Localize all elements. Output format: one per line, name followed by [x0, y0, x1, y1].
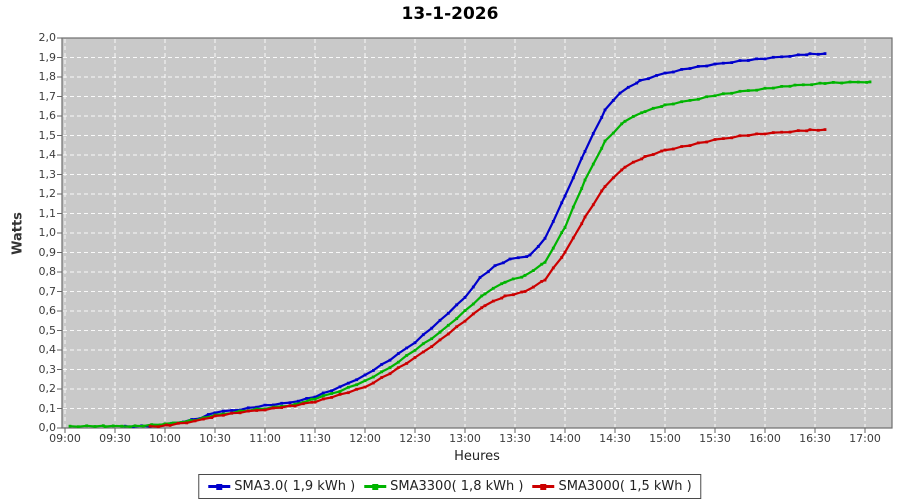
legend-marker-icon	[372, 483, 379, 490]
x-tick-label: 16:30	[799, 432, 831, 445]
y-tick-label: 0,0	[38, 421, 57, 434]
x-tick-label: 14:30	[599, 432, 631, 445]
x-tick-label: 12:00	[349, 432, 381, 445]
y-tick-label: 0,6	[38, 304, 57, 317]
legend-item-sma3000: SMA3000( 1,5 kWh )	[532, 479, 692, 494]
x-tick-label: 11:00	[249, 432, 281, 445]
y-tick-label: 1,5	[38, 128, 57, 142]
y-tick-label: 1,2	[38, 187, 57, 200]
legend-item-sma3300: SMA3300( 1,8 kWh )	[364, 479, 523, 494]
legend-item-sma3-0: SMA3.0( 1,9 kWh )	[208, 479, 355, 494]
legend-marker-icon	[216, 483, 223, 490]
legend-label: SMA3300( 1,8 kWh )	[390, 479, 524, 494]
y-tick-label: 0,4	[38, 343, 57, 356]
y-tick-label: 1,3	[38, 167, 57, 181]
y-tick-label: 1,1	[38, 206, 57, 220]
y-tick-label: 1,8	[38, 70, 57, 83]
y-tick-label: 1,7	[38, 89, 57, 103]
legend-label: SMA3000( 1,5 kWh )	[558, 479, 692, 494]
series-line	[148, 128, 827, 428]
legend-marker-icon	[540, 483, 547, 490]
legend: SMA3.0( 1,9 kWh ) SMA3300( 1,8 kWh ) SMA…	[198, 474, 702, 499]
y-tick-label: 0,1	[38, 401, 57, 415]
legend-line-sample-blue	[208, 483, 231, 490]
legend-line-sample-green	[364, 483, 387, 490]
x-tick-label: 14:00	[549, 432, 581, 445]
y-axis-title: Watts	[10, 212, 26, 255]
y-tick-label: 0,3	[38, 362, 57, 376]
legend-label: SMA3.0( 1,9 kWh )	[234, 479, 356, 494]
x-tick-label: 16:00	[749, 432, 781, 445]
x-tick-label: 09:30	[99, 432, 131, 445]
y-tick-label: 1,4	[38, 148, 57, 161]
x-tick-label: 15:00	[649, 432, 681, 445]
x-tick-label: 10:30	[199, 432, 231, 445]
y-tick-label: 1,6	[38, 109, 57, 122]
y-tick-label: 2,0	[38, 31, 57, 44]
y-tick-label: 0,8	[38, 265, 57, 278]
x-tick-label: 17:00	[849, 432, 881, 445]
x-tick-label: 13:00	[449, 432, 481, 445]
y-tick-label: 0,2	[38, 382, 57, 395]
y-tick-label: 1,9	[38, 50, 57, 64]
x-tick-label: 10:00	[149, 432, 181, 445]
x-tick-label: 11:30	[299, 432, 331, 445]
y-tick-label: 0,5	[38, 323, 57, 337]
y-tick-label: 0,7	[38, 284, 57, 298]
x-tick-label: 13:30	[499, 432, 531, 445]
x-tick-label: 09:00	[49, 432, 81, 445]
x-axis-title: Heures	[454, 449, 500, 464]
legend-line-sample-red	[532, 483, 555, 490]
x-tick-label: 15:30	[699, 432, 731, 445]
y-tick-label: 1,0	[38, 226, 57, 239]
x-tick-label: 12:30	[399, 432, 431, 445]
y-tick-label: 0,9	[38, 245, 57, 259]
chart-title: 13-1-2026	[401, 4, 499, 24]
